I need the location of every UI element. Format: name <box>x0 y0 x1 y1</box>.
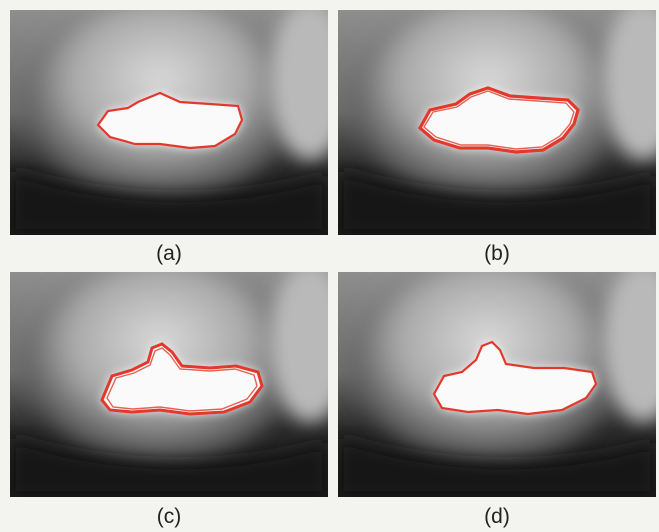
panel-d-image <box>338 272 656 497</box>
panel-c-image <box>10 272 328 497</box>
panel-a-xray <box>10 10 328 235</box>
caption-d: (d) <box>484 505 510 528</box>
panel-d-xray <box>338 272 656 497</box>
caption-b: (b) <box>484 242 510 265</box>
caption-a: (a) <box>156 242 182 265</box>
contour-c <box>100 342 264 416</box>
panel-b-image <box>338 10 656 235</box>
caption-c: (c) <box>156 505 182 528</box>
contour-a <box>96 91 244 150</box>
panel-b-xray <box>338 10 656 235</box>
contour-d <box>432 340 598 416</box>
contour-b <box>417 86 580 154</box>
panel-a-image <box>10 10 328 235</box>
panel-c-xray <box>10 272 328 497</box>
